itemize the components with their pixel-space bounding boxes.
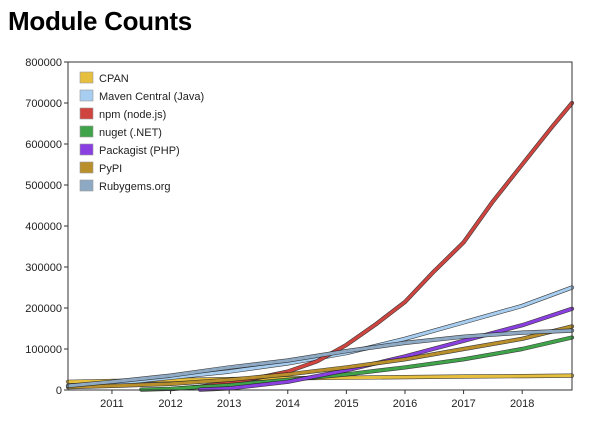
y-tick-label: 500000 <box>25 180 62 192</box>
y-tick-label: 700000 <box>25 98 62 110</box>
x-tick-label: 2018 <box>510 398 534 410</box>
legend-label-maven-central-java: Maven Central (Java) <box>99 91 204 103</box>
legend-background <box>74 66 234 198</box>
x-tick-label: 2016 <box>393 398 417 410</box>
legend-swatch-packagist-php <box>79 143 94 156</box>
legend-label-cpan: CPAN <box>99 73 129 85</box>
series-line-pypi <box>66 324 574 389</box>
legend-label-rubygems-org: Rubygems.org <box>99 181 171 193</box>
y-tick-label: 200000 <box>25 303 62 315</box>
legend-label-npm-node-js: npm (node.js) <box>99 109 166 121</box>
x-tick-label: 2013 <box>217 398 241 410</box>
legend-label-nuget-net: nuget (.NET) <box>99 127 162 139</box>
y-tick-label: 0 <box>56 385 62 397</box>
legend: CPAN Maven Central (Java) npm (node.js) nug… <box>74 66 234 198</box>
x-tick-label: 2011 <box>100 398 124 410</box>
legend-label-packagist-php: Packagist (PHP) <box>99 145 180 157</box>
chart-title: Module Counts <box>8 6 192 36</box>
y-tick-label: 600000 <box>25 139 62 151</box>
x-tick-label: 2015 <box>334 398 358 410</box>
legend-swatch-pypi <box>79 161 94 174</box>
legend-swatch-npm-node-js <box>79 107 94 120</box>
legend-swatch-nuget-net <box>79 125 94 138</box>
y-tick-label: 300000 <box>25 262 62 274</box>
legend-label-pypi: PyPI <box>99 163 122 175</box>
legend-swatch-maven-central-java <box>79 89 94 102</box>
axes-layer: 0 100000 200000 300000 400000 500000 600000 700… <box>25 57 573 410</box>
y-tick-label: 800000 <box>25 57 62 69</box>
series-line-nuget-net <box>139 336 574 392</box>
y-tick-label: 100000 <box>25 344 62 356</box>
x-tick-label: 2012 <box>158 398 182 410</box>
y-tick-label: 400000 <box>25 221 62 233</box>
series-layer <box>65 100 575 392</box>
series-line-rubygems-org <box>66 329 574 388</box>
x-tick-label: 2017 <box>451 398 475 410</box>
x-tick-label: 2014 <box>276 398 300 410</box>
legend-swatch-rubygems-org <box>79 179 94 192</box>
legend-swatch-cpan <box>79 71 94 84</box>
